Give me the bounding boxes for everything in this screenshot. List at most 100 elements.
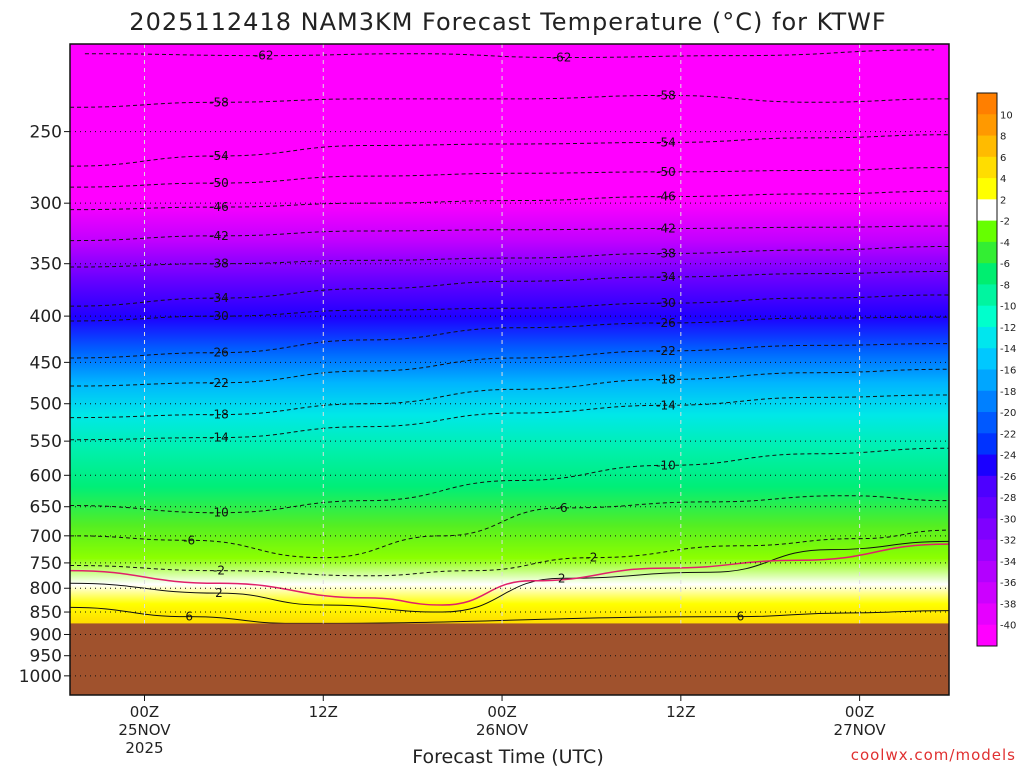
credit-text: coolwx.com/models [851, 746, 1016, 764]
colorbar-swatch [977, 560, 997, 583]
x-tick-label: 00Z [845, 703, 874, 721]
y-tick-label: 800 [30, 579, 62, 599]
y-tick-label: 950 [30, 647, 62, 667]
colorbar-swatch [977, 454, 997, 477]
y-tick-label: 600 [30, 466, 62, 486]
colorbar-swatch [977, 220, 997, 243]
colorbar-label: -10 [1000, 302, 1016, 313]
contour-label: -26 [209, 346, 229, 360]
colorbar-swatch [977, 263, 997, 285]
colorbar-frame [976, 92, 998, 647]
colorbar-swatch [977, 114, 997, 137]
contour-label: -18 [209, 408, 229, 422]
contour-label: -62 [552, 51, 572, 65]
colorbar-swatch [977, 390, 997, 413]
y-tick-label: 300 [30, 194, 62, 214]
contour--34 [70, 270, 949, 307]
colorbar-label: 6 [1000, 153, 1006, 164]
contour--38 [70, 246, 949, 268]
colorbar-swatch [977, 93, 997, 115]
colorbar-label: -38 [1000, 599, 1016, 610]
contour-label: -34 [209, 291, 229, 305]
colorbar-label: -18 [1000, 387, 1016, 398]
colorbar-label: -22 [1000, 429, 1016, 440]
contour-label: -58 [656, 88, 676, 102]
x-tick-date: 25NOV [118, 721, 171, 739]
contour-label: -6 [183, 533, 195, 547]
colorbar-swatch [977, 369, 997, 392]
colorbar-swatch [977, 582, 997, 604]
contour-label: -22 [209, 376, 229, 390]
y-tick-label: 850 [30, 603, 62, 623]
colorbar-label: 4 [1000, 174, 1006, 185]
contour--62 [84, 49, 935, 59]
colorbar-label: 10 [1000, 110, 1013, 121]
y-tick-label: 750 [30, 554, 62, 574]
colorbar: 10 8 6 4 2 -2 -4 -6 -8 -10 -12 -14 -16 -18 -20 -22 -24 -2… [976, 92, 1016, 647]
contour-lines [70, 49, 949, 624]
y-tick-label: 1000 [19, 667, 62, 687]
colorbar-swatch [977, 412, 997, 434]
ground-terrain [70, 623, 949, 695]
x-tick-label: 00Z [130, 703, 159, 721]
y-tick-label: 550 [30, 432, 62, 452]
colorbar-label: -20 [1000, 408, 1016, 419]
contour-label: -26 [656, 316, 676, 330]
contour-label: -6 [556, 501, 568, 515]
y-tick-label: 400 [30, 307, 62, 327]
contour-label: -38 [209, 257, 229, 271]
contour-label: -50 [656, 165, 676, 179]
colorbar-swatch [977, 241, 997, 264]
colorbar-label: -30 [1000, 514, 1016, 525]
contour--14 [70, 394, 949, 441]
y-tick-label: 900 [30, 625, 62, 645]
contour-label: -2 [585, 551, 597, 565]
colorbar-label: -4 [1000, 238, 1010, 249]
contour--46 [70, 190, 949, 211]
colorbar-label: -12 [1000, 323, 1016, 334]
colorbar-swatch [977, 497, 997, 519]
contour--6 [70, 495, 949, 559]
y-tick-label: 250 [30, 123, 62, 143]
contour-label: -50 [209, 176, 229, 190]
contour--54 [70, 134, 949, 167]
contour-labels: -62 -62-58 -58-54-54-50-50-46-46-42-42-38-… [183, 49, 744, 624]
colorbar-label: -32 [1000, 536, 1016, 547]
contour-label: -14 [656, 398, 676, 412]
x-tick-date: 27NOV [834, 721, 887, 739]
colorbar-label: 8 [1000, 132, 1006, 143]
colorbar-swatch [977, 624, 997, 647]
contour--58 [70, 94, 949, 108]
colorbar-label: -40 [1000, 621, 1016, 632]
colorbar-swatch [977, 603, 997, 626]
colorbar-swatch [977, 199, 997, 222]
colorbar-swatch [977, 305, 997, 328]
colorbar-swatch [977, 475, 997, 498]
y-axis: 2503003504004505005506006507007508008509… [19, 123, 70, 687]
contour-label: -22 [656, 344, 676, 358]
colorbar-label: -28 [1000, 493, 1016, 504]
colorbar-swatch [977, 326, 997, 349]
colorbar-label: -2 [1000, 217, 1010, 228]
contour-label: -34 [656, 270, 676, 284]
contour-label: -30 [209, 309, 229, 323]
colorbar-label: -8 [1000, 280, 1010, 291]
colorbar-swatch [977, 178, 997, 200]
contour-label: -14 [209, 431, 229, 445]
contour-label: -46 [209, 200, 229, 214]
contour-label: -30 [656, 296, 676, 310]
contour--22 [70, 343, 949, 387]
contour--10 [70, 447, 949, 514]
colorbar-swatch [977, 156, 997, 179]
temperature-field [70, 44, 949, 695]
x-tick-label: 12Z [666, 703, 695, 721]
y-tick-label: 650 [30, 498, 62, 518]
colorbar-swatch [977, 433, 997, 456]
contour--18 [70, 368, 949, 419]
colorbar-label: -16 [1000, 366, 1016, 377]
colorbar-swatch [977, 348, 997, 370]
contour-label: 6 [737, 610, 745, 624]
colorbar-label: -26 [1000, 472, 1016, 483]
contour-label: -46 [656, 190, 676, 204]
